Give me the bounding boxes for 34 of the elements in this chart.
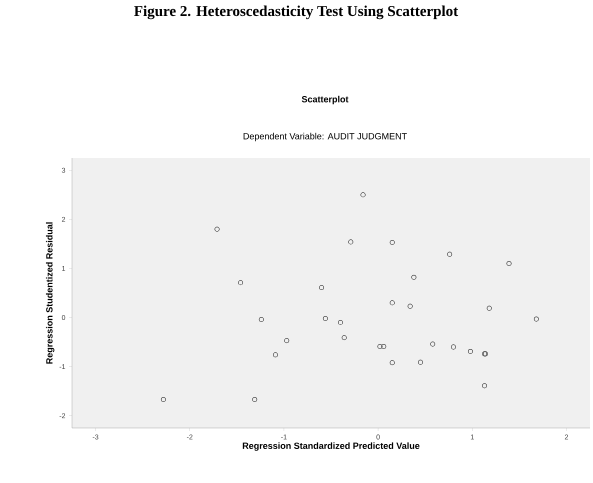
point	[450, 344, 456, 350]
y-axis-title: Regression Studentized Residual	[46, 222, 54, 364]
point	[506, 261, 512, 266]
point	[390, 360, 395, 366]
point	[214, 226, 220, 232]
point	[418, 360, 423, 365]
point	[272, 352, 278, 358]
chart-title: Scatterplot	[302, 96, 348, 104]
point	[284, 338, 290, 344]
caption: Figure 2. Heteroscedasticity Test Using Scatterplot	[134, 6, 458, 20]
point	[381, 344, 386, 349]
point	[447, 252, 452, 257]
point	[160, 397, 166, 402]
point	[342, 335, 347, 340]
x-axis-title: Regression Standardized Predicted Value	[242, 442, 420, 451]
point	[360, 192, 366, 198]
point	[322, 316, 328, 321]
point	[338, 320, 343, 325]
point	[258, 317, 264, 322]
point	[238, 280, 244, 286]
point	[486, 306, 492, 311]
point	[534, 316, 539, 322]
point	[468, 348, 473, 354]
point	[252, 397, 258, 402]
point	[408, 304, 413, 309]
point	[482, 383, 487, 388]
point	[390, 300, 395, 306]
point	[348, 239, 354, 244]
point	[430, 342, 436, 347]
point	[378, 344, 382, 349]
point	[411, 274, 416, 280]
point	[319, 285, 324, 290]
point	[390, 240, 395, 245]
chart-subtitle: Dependent Variable: AUDIT JUDGMENT	[244, 132, 407, 142]
